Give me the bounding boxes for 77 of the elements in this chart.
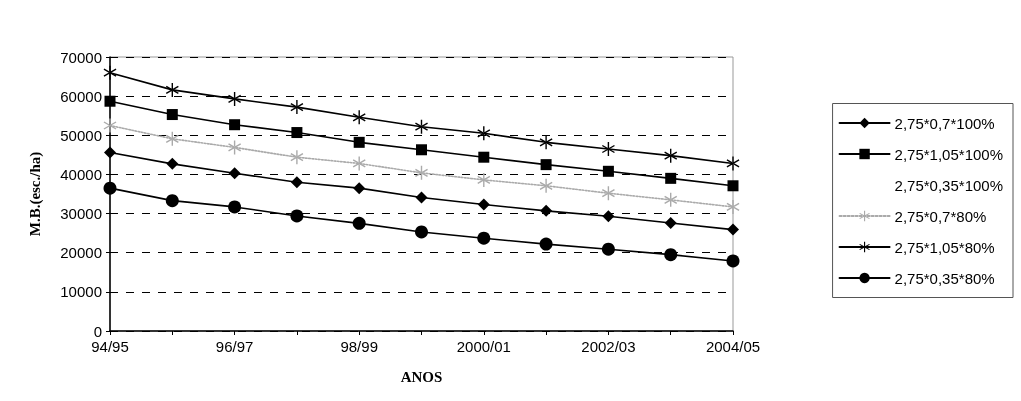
point [229, 119, 241, 131]
point [415, 165, 428, 180]
y-tick-label: 20000 [60, 244, 102, 262]
y-tick-label: 0 [93, 322, 102, 340]
legend-label: 2,75*0,7*80% [894, 207, 987, 225]
point [727, 223, 739, 236]
point [665, 172, 677, 184]
point [602, 210, 615, 223]
point [664, 248, 678, 262]
point [540, 159, 552, 171]
point [103, 181, 117, 195]
x-tick-label: 2002/03 [581, 338, 636, 355]
point [478, 151, 490, 163]
point [103, 65, 117, 80]
point [477, 126, 491, 141]
point [539, 237, 553, 251]
x-tick-label: 96/97 [215, 338, 254, 355]
text: 2,75*0,35*100% [894, 176, 1004, 194]
point [352, 216, 366, 230]
x-tick-label: 94/95 [91, 338, 129, 355]
point [228, 91, 242, 106]
point [103, 118, 117, 133]
point [165, 82, 179, 97]
y-tick-label: 50000 [60, 126, 102, 144]
point [415, 191, 428, 204]
point [477, 231, 491, 245]
legend-label: 2,75*0,7*100% [894, 114, 995, 132]
point [539, 135, 553, 150]
point [353, 136, 365, 148]
legend-label: 2,75*1,05*80% [894, 238, 995, 256]
point [664, 192, 678, 207]
point [726, 156, 740, 171]
point [601, 186, 615, 201]
point [290, 150, 304, 165]
point [477, 198, 490, 211]
point [353, 182, 366, 195]
point [290, 209, 304, 223]
point [601, 242, 615, 256]
point [727, 180, 739, 192]
point [228, 140, 242, 155]
point [415, 225, 428, 239]
point [415, 119, 428, 134]
point [290, 100, 304, 115]
legend-label: 2,75*0,35*80% [894, 269, 995, 287]
point [416, 144, 427, 156]
point [352, 110, 366, 125]
point [290, 176, 303, 189]
point [291, 127, 303, 139]
point [165, 131, 179, 146]
point [104, 95, 116, 107]
point [352, 156, 366, 171]
point [664, 216, 677, 229]
point [539, 178, 553, 193]
x-tick-label: 98/99 [340, 338, 378, 355]
y-tick-label: 30000 [60, 205, 102, 223]
point [726, 254, 740, 268]
y-tick-label: 60000 [60, 87, 102, 105]
y-tick-label: 40000 [60, 165, 102, 183]
legend-label: 2,75*1,05*100% [894, 145, 1004, 163]
point [601, 141, 615, 156]
point [166, 157, 179, 170]
point [228, 167, 241, 180]
point [477, 172, 491, 187]
x-tick-label: 2000/01 [456, 338, 511, 355]
y-axis-title: M.B.(esc./ha) [26, 151, 44, 237]
point [228, 200, 242, 214]
point [540, 204, 553, 217]
point [664, 148, 678, 163]
point [165, 194, 179, 208]
x-tick-label: 2004/05 [705, 338, 761, 355]
x-axis-title: ANOS [400, 368, 443, 385]
y-tick-label: 10000 [60, 283, 102, 301]
point [726, 199, 740, 214]
point [602, 165, 614, 177]
point [166, 109, 178, 121]
point [104, 146, 116, 159]
y-tick-label: 70000 [60, 48, 102, 66]
